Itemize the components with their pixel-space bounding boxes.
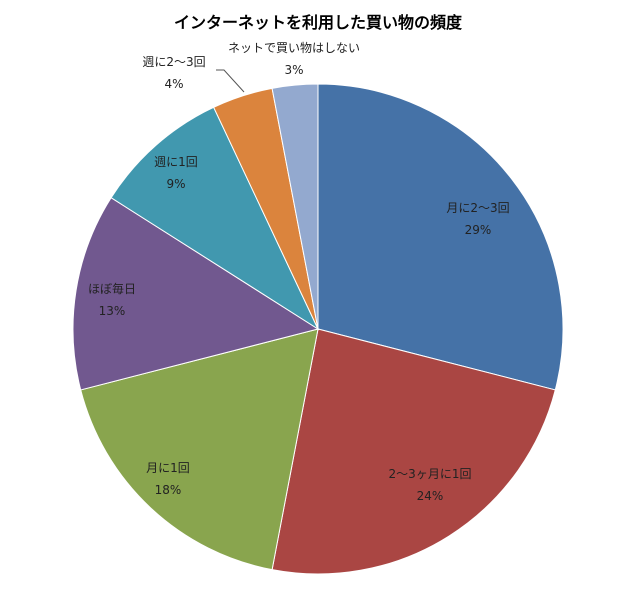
slice-label-6: 週に2～3回 [142,55,205,69]
leader-line [216,69,245,93]
slice-value-5: 9% [166,177,185,191]
slice-value-7: 3% [284,63,303,77]
slice-label-7: ネットで買い物はしない [228,41,360,55]
pie-slices [72,83,564,575]
slice-label-4: ほぼ毎日 [88,281,136,296]
slice-label-1: 月に2～3回 [446,201,509,215]
slice-1 [317,83,564,391]
slice-4 [72,197,320,391]
slice-value-3: 18% [155,483,182,497]
slice-label-3: 月に1回 [146,461,190,475]
chart-title: インターネットを利用した買い物の頻度 [174,13,463,32]
slice-value-1: 29% [465,223,492,237]
slice-value-6: 4% [164,77,183,91]
slice-value-2: 24% [417,489,444,503]
slice-7 [271,83,319,330]
slice-5 [110,106,320,331]
slice-label-5: 週に1回 [154,155,198,169]
slice-value-4: 13% [99,304,126,318]
slice-2 [271,328,556,575]
slice-3 [80,328,319,571]
slice-label-2: 2～3ヶ月に1回 [389,467,472,481]
pie-labels: 月に2～3回 29% 2～3ヶ月に1回 24% 月に1回 18% ほぼ毎日 13% 週に1回 9%… [88,41,510,503]
